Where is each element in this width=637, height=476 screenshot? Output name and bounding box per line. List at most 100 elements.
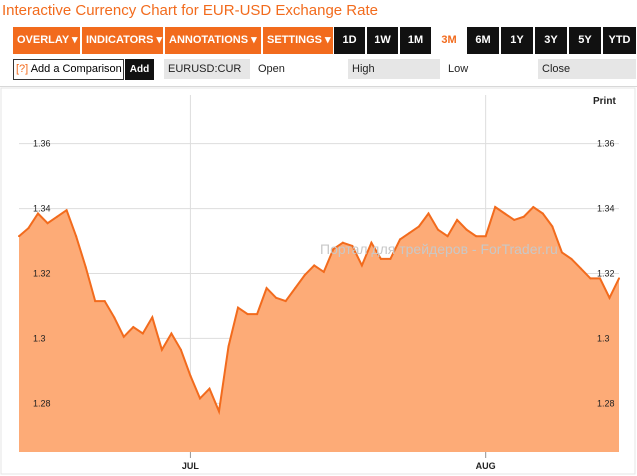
chart-frame xyxy=(0,87,636,475)
data-point xyxy=(408,231,411,234)
data-point xyxy=(589,277,592,280)
data-point xyxy=(446,235,449,238)
data-point xyxy=(532,205,535,208)
data-point xyxy=(351,244,354,247)
data-point xyxy=(418,225,420,228)
price-line xyxy=(18,205,620,416)
data-point xyxy=(218,410,220,413)
y-tick-label-right: 1.28 xyxy=(597,398,615,408)
data-point xyxy=(503,212,506,215)
data-point xyxy=(246,313,249,316)
y-tick-label-right: 1.34 xyxy=(597,204,615,214)
data-point xyxy=(27,227,30,230)
y-tick-label-left: 1.3 xyxy=(33,333,46,343)
data-point xyxy=(160,348,163,351)
price-area xyxy=(19,207,619,452)
data-point xyxy=(84,266,87,269)
data-point xyxy=(237,306,240,309)
y-tick-label-left: 1.32 xyxy=(33,269,51,279)
data-point xyxy=(551,225,554,228)
data-point xyxy=(170,332,173,335)
range-1m-button[interactable]: 1M xyxy=(400,27,431,54)
symbol-label: EURUSD:CUR xyxy=(164,59,250,79)
y-tick-label-right: 1.3 xyxy=(597,333,610,343)
data-point xyxy=(103,300,106,303)
data-point xyxy=(322,270,325,273)
data-point xyxy=(151,316,154,319)
data-point xyxy=(122,335,125,338)
x-tick-label: AUG xyxy=(476,461,496,471)
data-point xyxy=(608,296,611,299)
data-point xyxy=(370,241,373,244)
data-point xyxy=(570,257,573,260)
data-point xyxy=(46,222,49,225)
data-point xyxy=(513,218,516,221)
data-point xyxy=(37,212,40,215)
range-3m-button[interactable]: 3M xyxy=(433,27,465,54)
range-6m-button[interactable]: 6M xyxy=(467,27,499,54)
data-point xyxy=(560,251,563,254)
data-point xyxy=(389,257,392,260)
data-point xyxy=(284,300,287,303)
data-point xyxy=(465,228,468,231)
settings-menu-button[interactable]: SETTINGS ▾ xyxy=(263,27,335,54)
annotations-menu-button[interactable]: ANNOTATIONS ▾ xyxy=(165,27,263,54)
x-tick-label: JUL xyxy=(182,461,200,471)
range-ytd-button[interactable]: YTD xyxy=(603,27,636,54)
print-button[interactable]: Print xyxy=(593,96,616,107)
y-tick-label-right: 1.36 xyxy=(597,139,615,149)
data-point xyxy=(18,235,20,238)
data-point xyxy=(360,264,363,267)
high-label: High xyxy=(348,59,440,79)
data-point xyxy=(75,235,78,238)
help-icon[interactable]: [?] xyxy=(16,63,29,75)
range-1y-button[interactable]: 1Y xyxy=(501,27,533,54)
data-point xyxy=(398,238,401,241)
data-point xyxy=(341,241,344,244)
data-point xyxy=(265,287,268,290)
data-point xyxy=(65,209,68,212)
data-point xyxy=(227,345,230,348)
y-tick-label-left: 1.28 xyxy=(33,398,51,408)
data-point xyxy=(94,300,97,303)
page-title: Interactive Currency Chart for EUR-USD E… xyxy=(2,2,378,19)
data-point xyxy=(541,212,544,215)
quote-row: [?] Add a Comparison Add EURUSD:CUR Open… xyxy=(0,59,637,81)
data-point xyxy=(179,348,182,351)
data-point xyxy=(427,212,430,215)
data-point xyxy=(113,316,116,319)
range-1w-button[interactable]: 1W xyxy=(367,27,398,54)
data-point xyxy=(579,267,582,270)
data-point xyxy=(313,264,316,267)
range-1d-button[interactable]: 1D xyxy=(334,27,365,54)
data-point xyxy=(189,374,192,377)
data-point xyxy=(618,277,620,280)
chart-toolbar: OVERLAY ▾ INDICATORS ▾ ANNOTATIONS ▾ SET… xyxy=(13,27,335,54)
range-3y-button[interactable]: 3Y xyxy=(535,27,567,54)
data-point xyxy=(484,235,487,238)
data-point xyxy=(598,277,601,280)
data-point xyxy=(198,397,201,400)
data-point xyxy=(379,257,382,260)
close-label: Close xyxy=(538,59,636,79)
range-5y-button[interactable]: 5Y xyxy=(569,27,601,54)
data-point xyxy=(141,332,144,335)
overlay-menu-button[interactable]: OVERLAY ▾ xyxy=(13,27,82,54)
comparison-input[interactable]: [?] Add a Comparison xyxy=(13,59,124,80)
data-point xyxy=(275,296,278,299)
data-point xyxy=(303,274,306,277)
header-divider xyxy=(0,86,637,87)
data-point xyxy=(208,387,211,390)
watermark: Портал для трейдеров - ForTrader.ru xyxy=(320,241,558,257)
data-point xyxy=(256,313,259,316)
add-comparison-button[interactable]: Add xyxy=(125,59,154,80)
indicators-menu-button[interactable]: INDICATORS ▾ xyxy=(82,27,165,54)
data-point xyxy=(475,235,478,238)
comparison-placeholder: Add a Comparison xyxy=(30,63,122,75)
data-point xyxy=(332,248,335,251)
data-point xyxy=(456,218,459,221)
data-point xyxy=(437,228,440,231)
data-point xyxy=(494,205,497,208)
y-tick-label-left: 1.34 xyxy=(33,204,51,214)
